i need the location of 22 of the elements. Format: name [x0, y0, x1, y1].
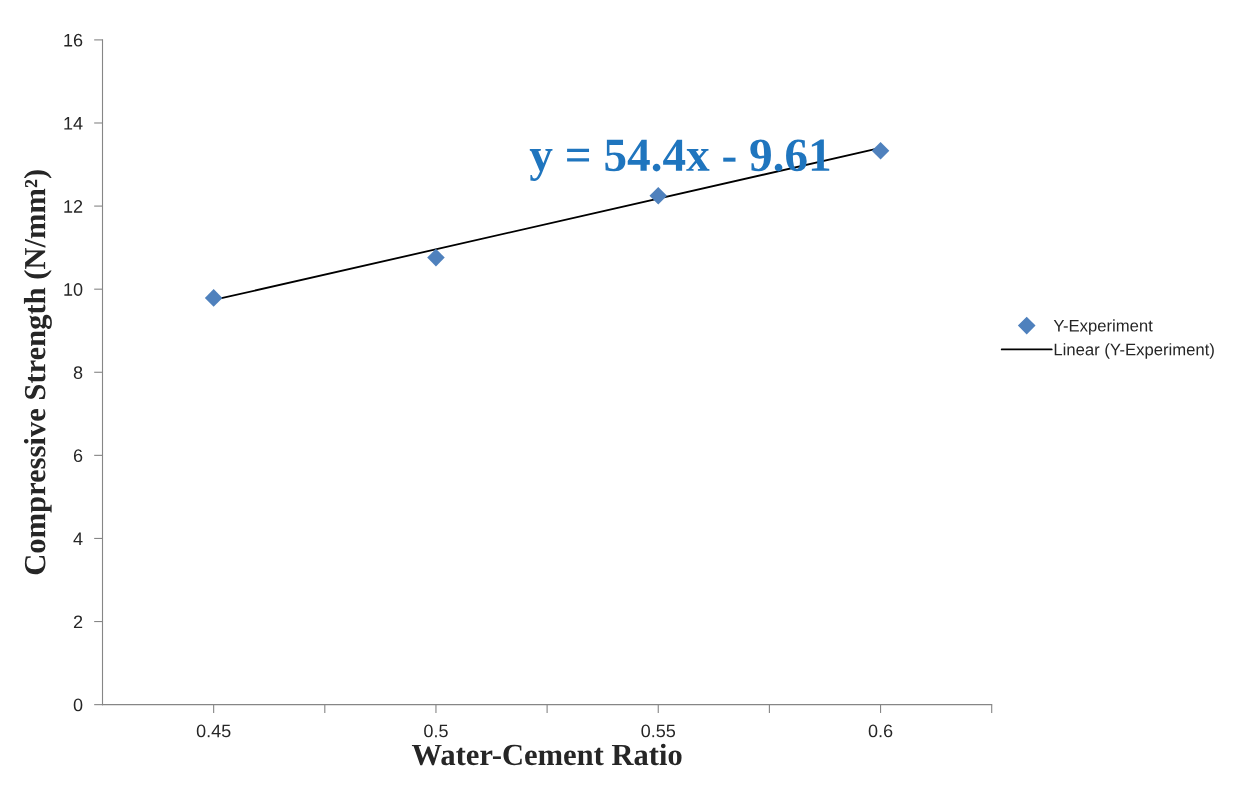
x-tick-label: 0.45 — [196, 724, 231, 738]
point — [427, 248, 445, 267]
y-tick-label: 8 — [73, 366, 83, 379]
y-tick-label: 14 — [64, 117, 83, 130]
y-tick-label: 2 — [73, 615, 83, 629]
y-tick-label: 10 — [64, 283, 83, 296]
y-tick-label: 6 — [73, 449, 83, 463]
annotation: y = 54.4x - 9.61 — [529, 139, 830, 181]
x-tick-label: 0.5 — [424, 724, 448, 738]
x-tick-label: 0.55 — [641, 724, 676, 738]
legend-label: Y-Experiment — [1053, 319, 1153, 335]
x-axis-title: Water-Cement Ratio — [411, 743, 682, 766]
x-tick-label: 0.6 — [868, 724, 893, 738]
y-axis-title: Compressive Strength (N/mm²) — [23, 170, 52, 575]
point — [649, 186, 668, 205]
y-tick-label: 12 — [64, 200, 83, 213]
y-tick-label: 4 — [73, 532, 83, 545]
y-tick-label: 0 — [73, 698, 83, 712]
point — [871, 142, 890, 160]
point — [204, 289, 223, 307]
legend-label: Linear (Y-Experiment) — [1054, 343, 1214, 359]
y-tick-label: 16 — [64, 33, 83, 47]
